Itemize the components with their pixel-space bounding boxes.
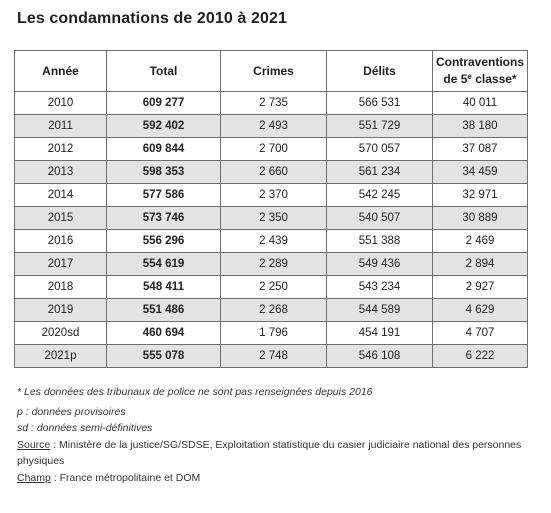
cell-contraventions: 40 011 xyxy=(432,91,528,115)
cell-year: 2019 xyxy=(14,298,107,322)
page-title: Les condamnations de 2010 à 2021 xyxy=(17,10,287,27)
cell-year: 2014 xyxy=(14,183,107,207)
cell-crimes: 1 796 xyxy=(220,321,327,345)
condamnations-table: Année Total Crimes Délits Contraventions… xyxy=(14,50,528,368)
cell-total: 556 296 xyxy=(106,229,221,253)
cell-delits: 570 057 xyxy=(326,137,433,161)
cell-contraventions: 38 180 xyxy=(432,114,528,138)
table-row: 2020sd 460 694 1 796 454 191 4 707 xyxy=(14,321,528,345)
cell-crimes: 2 493 xyxy=(220,114,327,138)
header-year: Année xyxy=(14,50,107,92)
cell-total: 592 402 xyxy=(106,114,221,138)
source-note: Source : Ministère de la justice/SG/SDSE… xyxy=(17,439,521,468)
source-text: : Ministère de la justice/SG/SDSE, Explo… xyxy=(17,438,522,468)
table-row: 2017 554 619 2 289 549 436 2 894 xyxy=(14,252,528,276)
source-label: Source xyxy=(17,438,51,451)
cell-year: 2017 xyxy=(14,252,107,276)
cell-delits: 566 531 xyxy=(326,91,433,115)
champ-text: : France métropolitaine et DOM xyxy=(50,471,201,484)
table-body: 2010 609 277 2 735 566 531 40 011 2011 592 402… xyxy=(14,91,528,368)
cell-contraventions: 37 087 xyxy=(432,137,528,161)
cell-year: 2018 xyxy=(14,275,107,299)
cell-crimes: 2 700 xyxy=(220,137,327,161)
cell-delits: 542 245 xyxy=(326,183,433,207)
cell-crimes: 2 370 xyxy=(220,183,327,207)
cell-delits: 551 729 xyxy=(326,114,433,138)
cell-total: 577 586 xyxy=(106,183,221,207)
cell-total: 460 694 xyxy=(106,321,221,345)
cell-crimes: 2 748 xyxy=(220,344,327,368)
table-row: 2011 592 402 2 493 551 729 38 180 xyxy=(14,114,528,138)
table-row: 2016 556 296 2 439 551 388 2 469 xyxy=(14,229,528,253)
champ-note: Champ : France métropolitaine et DOM xyxy=(17,472,200,484)
header-contraventions-superscript: e xyxy=(467,72,472,81)
cell-crimes: 2 268 xyxy=(220,298,327,322)
cell-crimes: 2 289 xyxy=(220,252,327,276)
cell-year: 2013 xyxy=(14,160,107,184)
table-row: 2018 548 411 2 250 543 234 2 927 xyxy=(14,275,528,299)
cell-year: 2010 xyxy=(14,91,107,115)
cell-total: 548 411 xyxy=(106,275,221,299)
table-row: 2013 598 353 2 660 561 234 34 459 xyxy=(14,160,528,184)
header-contraventions: Contraventions de 5e classe* xyxy=(432,50,528,92)
cell-year: 2020sd xyxy=(14,321,107,345)
cell-total: 609 844 xyxy=(106,137,221,161)
cell-delits: 540 507 xyxy=(326,206,433,230)
cell-year: 2016 xyxy=(14,229,107,253)
cell-total: 573 746 xyxy=(106,206,221,230)
cell-contraventions: 2 894 xyxy=(432,252,528,276)
cell-total: 551 486 xyxy=(106,298,221,322)
cell-crimes: 2 735 xyxy=(220,91,327,115)
cell-crimes: 2 350 xyxy=(220,206,327,230)
cell-total: 609 277 xyxy=(106,91,221,115)
table-row: 2012 609 844 2 700 570 057 37 087 xyxy=(14,137,528,161)
table-row: 2021p 555 078 2 748 546 108 6 222 xyxy=(14,344,528,368)
champ-label: Champ xyxy=(17,471,51,484)
table-row: 2019 551 486 2 268 544 589 4 629 xyxy=(14,298,528,322)
cell-delits: 546 108 xyxy=(326,344,433,368)
cell-contraventions: 2 927 xyxy=(432,275,528,299)
cell-delits: 549 436 xyxy=(326,252,433,276)
table-row: 2014 577 586 2 370 542 245 32 971 xyxy=(14,183,528,207)
cell-year: 2015 xyxy=(14,206,107,230)
header-crimes: Crimes xyxy=(220,50,327,92)
header-total: Total xyxy=(106,50,221,92)
table-header-row: Année Total Crimes Délits Contraventions… xyxy=(14,50,528,92)
cell-delits: 544 589 xyxy=(326,298,433,322)
header-contraventions-line2-post: classe* xyxy=(471,72,517,86)
provisional-note: p : données provisoires xyxy=(17,405,126,418)
cell-total: 555 078 xyxy=(106,344,221,368)
header-contraventions-line1: Contraventions xyxy=(435,55,524,69)
header-delits: Délits xyxy=(326,50,433,92)
cell-delits: 551 388 xyxy=(326,229,433,253)
notes-block: * Les données des tribunaux de police ne… xyxy=(17,384,537,486)
cell-year: 2021p xyxy=(14,344,107,368)
semi-definitive-note: sd : données semi-définitives xyxy=(17,422,153,434)
cell-crimes: 2 250 xyxy=(220,275,327,299)
cell-delits: 561 234 xyxy=(326,160,433,184)
header-contraventions-line2-pre: de 5 xyxy=(443,72,468,86)
cell-contraventions: 4 707 xyxy=(432,321,528,345)
cell-contraventions: 4 629 xyxy=(432,298,528,322)
cell-crimes: 2 660 xyxy=(220,160,327,184)
cell-year: 2012 xyxy=(14,137,107,161)
cell-contraventions: 6 222 xyxy=(432,344,528,368)
cell-total: 598 353 xyxy=(106,160,221,184)
cell-year: 2011 xyxy=(14,114,107,138)
cell-delits: 454 191 xyxy=(326,321,433,345)
cell-contraventions: 30 889 xyxy=(432,206,528,230)
footnote-note: * Les données des tribunaux de police ne… xyxy=(17,386,373,398)
cell-contraventions: 2 469 xyxy=(432,229,528,253)
cell-contraventions: 34 459 xyxy=(432,160,528,184)
cell-total: 554 619 xyxy=(106,252,221,276)
cell-contraventions: 32 971 xyxy=(432,183,528,207)
cell-crimes: 2 439 xyxy=(220,229,327,253)
table-row: 2010 609 277 2 735 566 531 40 011 xyxy=(14,91,528,115)
table-row: 2015 573 746 2 350 540 507 30 889 xyxy=(14,206,528,230)
cell-delits: 543 234 xyxy=(326,275,433,299)
